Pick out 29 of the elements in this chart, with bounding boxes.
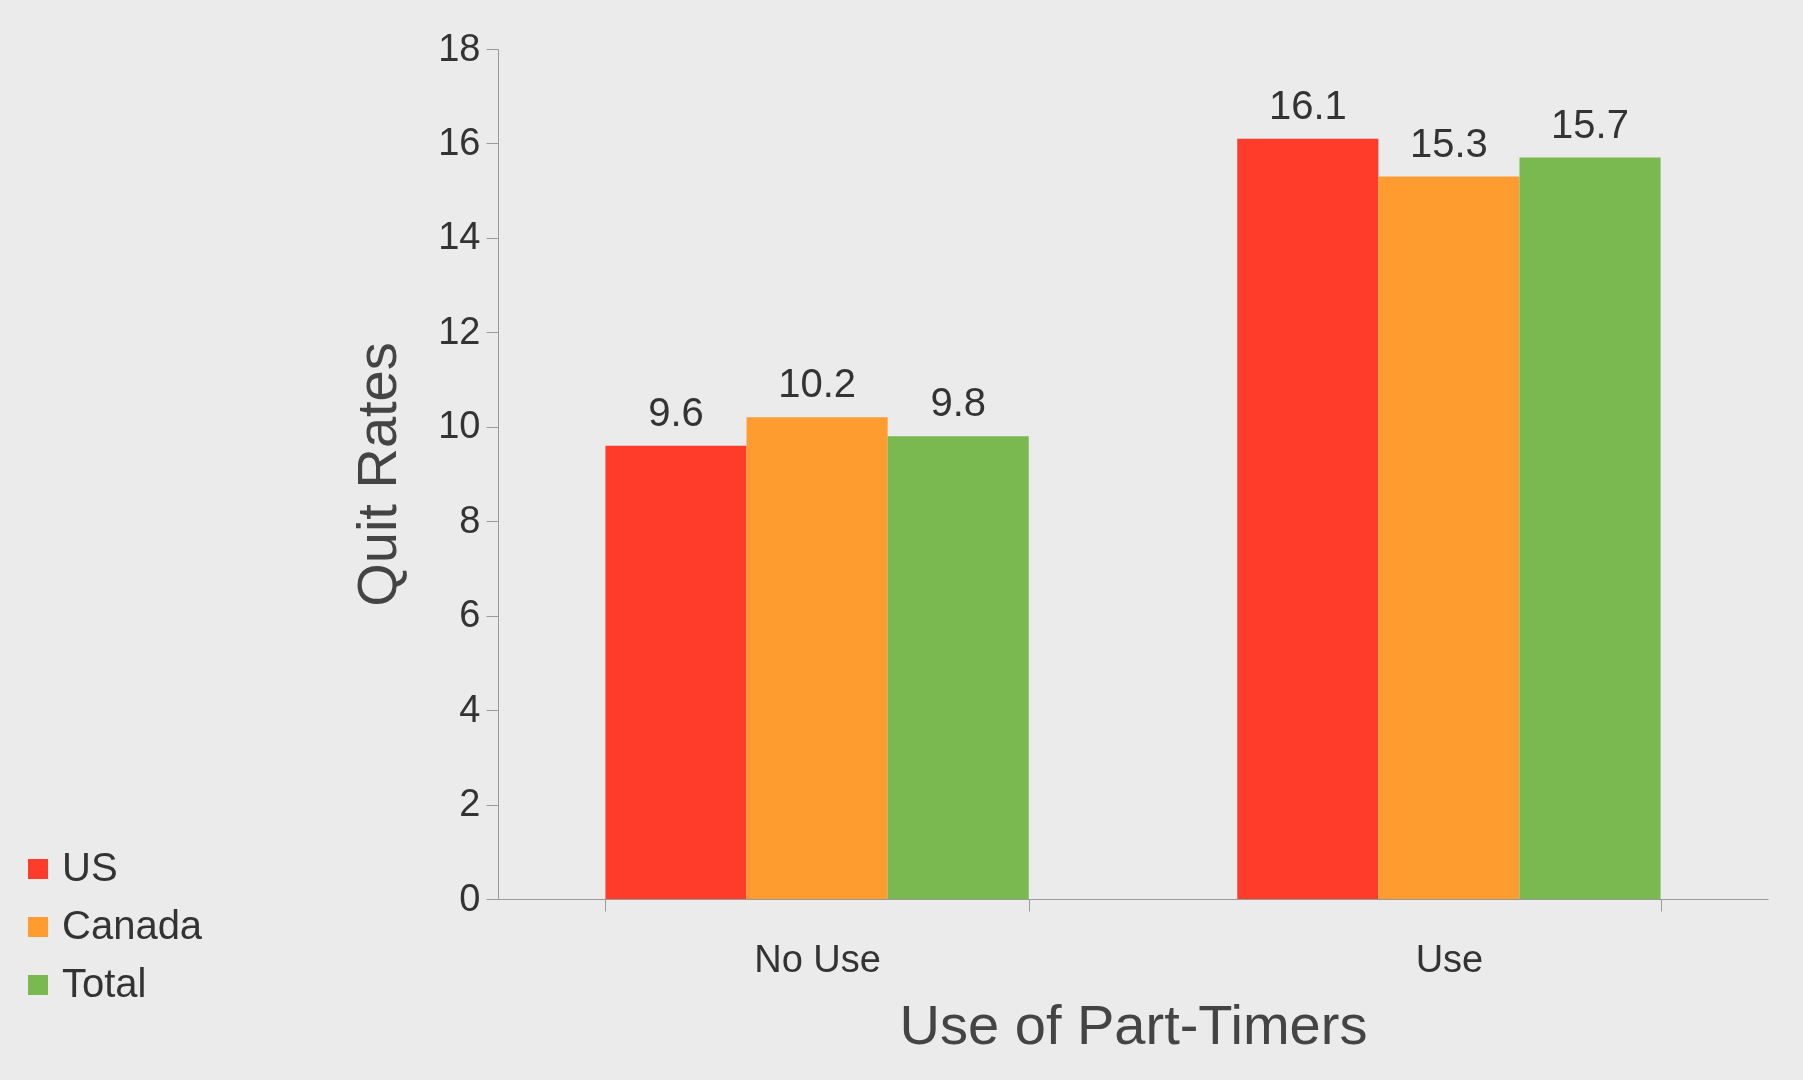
bar [1519, 157, 1661, 899]
x-tick-label: Use [1415, 937, 1484, 980]
bar [746, 417, 888, 899]
y-tick-label: 8 [459, 498, 481, 541]
bar [1237, 138, 1379, 899]
bar [605, 445, 747, 899]
y-tick-label: 12 [438, 309, 481, 352]
legend-label: Total [62, 961, 147, 1005]
x-axis-title: Use of Part-Timers [899, 992, 1368, 1056]
data-label: 15.7 [1551, 101, 1629, 146]
data-label: 15.3 [1409, 120, 1488, 165]
legend-label: Canada [62, 903, 203, 947]
data-label: 16.1 [1268, 82, 1347, 127]
y-tick-label: 0 [459, 876, 481, 919]
data-label: 9.8 [930, 380, 986, 425]
data-label: 9.6 [648, 389, 704, 434]
x-tick-label: No Use [754, 937, 881, 980]
y-axis-title: Quit Rates [345, 342, 409, 607]
y-tick-label: 6 [459, 593, 481, 636]
bar [1378, 176, 1520, 899]
y-tick-label: 2 [459, 782, 481, 825]
y-tick-label: 10 [438, 404, 481, 447]
y-tick-label: 18 [438, 26, 481, 69]
y-tick-label: 16 [438, 120, 481, 163]
bar [887, 436, 1029, 899]
y-tick-label: 14 [438, 215, 481, 258]
y-tick-label: 4 [459, 687, 481, 730]
legend-label: US [62, 845, 118, 889]
data-label: 10.2 [778, 361, 857, 406]
